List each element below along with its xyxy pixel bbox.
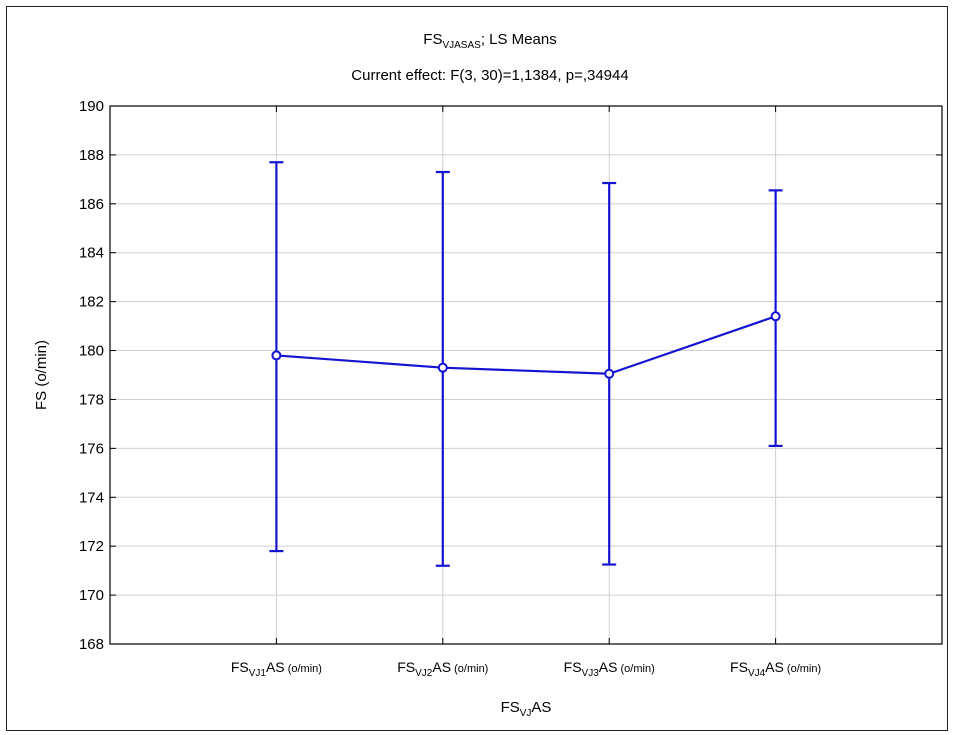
plot-area bbox=[109, 105, 943, 645]
y-tick-label: 186 bbox=[79, 196, 104, 213]
y-tick-label: 174 bbox=[79, 489, 104, 506]
x-tick-label: FSVJ3AS (o/min) bbox=[564, 659, 655, 679]
x-axis: FSVJ1AS (o/min) FSVJ2AS (o/min) FSVJ3AS (o… bbox=[231, 106, 821, 679]
x-axis-label: FSVJAS bbox=[501, 699, 552, 719]
y-tick-label: 176 bbox=[79, 440, 104, 457]
y-axis-label: FS (o/min) bbox=[33, 340, 50, 410]
data-point bbox=[604, 368, 615, 379]
data-point bbox=[437, 362, 448, 373]
data-point bbox=[770, 311, 781, 322]
y-tick-label: 188 bbox=[79, 147, 104, 164]
chart-subtitle: Current effect: F(3, 30)=1,1384, p=,3494… bbox=[351, 67, 628, 84]
series-group bbox=[269, 161, 783, 567]
y-tick-label: 182 bbox=[79, 294, 104, 311]
chart-title: FSVJASAS; LS Means bbox=[423, 31, 556, 51]
x-tick-label: FSVJ4AS (o/min) bbox=[730, 659, 821, 679]
y-tick-label: 190 bbox=[79, 98, 104, 115]
y-tick-label: 178 bbox=[79, 391, 104, 408]
y-tick-label: 180 bbox=[79, 343, 104, 360]
x-tick-label: FSVJ2AS (o/min) bbox=[397, 659, 488, 679]
y-tick-label: 172 bbox=[79, 538, 104, 555]
data-point bbox=[271, 350, 282, 361]
y-tick-label: 168 bbox=[79, 636, 104, 653]
y-tick-label: 170 bbox=[79, 587, 104, 604]
grid-lines bbox=[110, 105, 942, 645]
x-tick-label: FSVJ1AS (o/min) bbox=[231, 659, 322, 679]
series-line bbox=[276, 315, 776, 375]
y-tick-label: 184 bbox=[79, 245, 104, 262]
y-axis: 168 170 172 174 176 178 180 182 184 186 188 190 bbox=[79, 98, 942, 653]
